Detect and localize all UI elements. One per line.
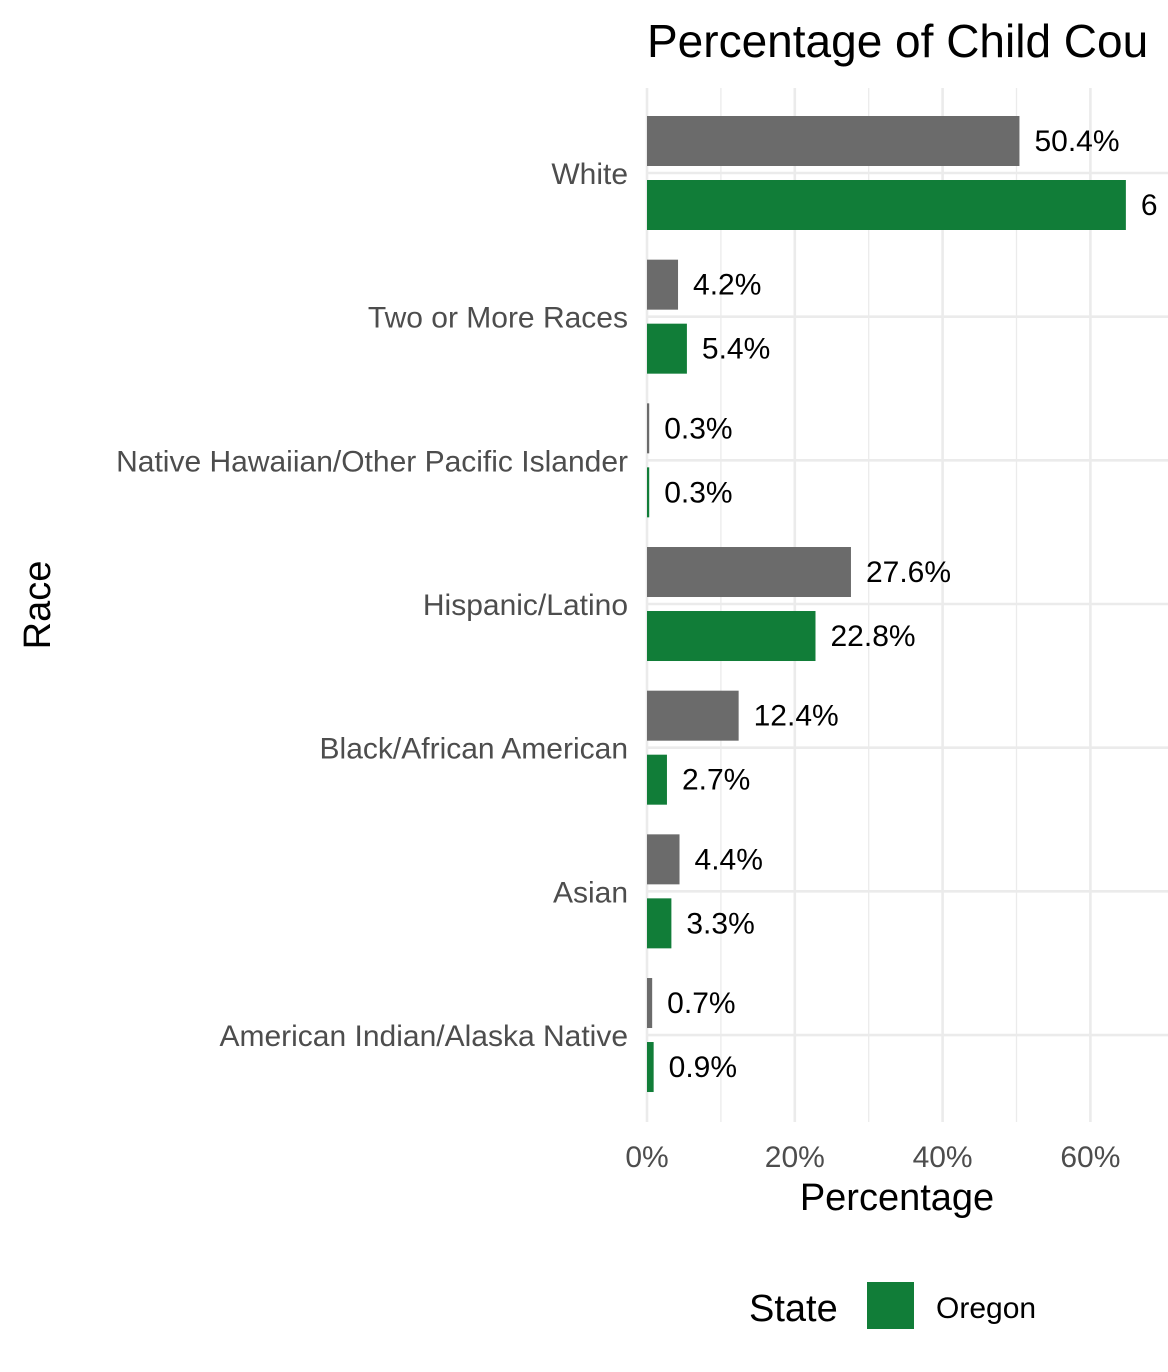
bar-oregon bbox=[647, 611, 816, 662]
legend-label-oregon: Oregon bbox=[936, 1292, 1036, 1325]
bar-series-1 bbox=[647, 116, 1020, 166]
chart-title: Percentage of Child Cou bbox=[647, 15, 1148, 67]
legend-swatch-oregon bbox=[867, 1282, 914, 1329]
bar-series-1 bbox=[647, 834, 680, 885]
bar-oregon bbox=[647, 754, 667, 805]
y-tick-label: White bbox=[551, 158, 628, 191]
bar-series-1 bbox=[647, 403, 650, 454]
y-tick-label: Native Hawaiian/Other Pacific Islander bbox=[116, 445, 628, 478]
y-tick-label: Hispanic/Latino bbox=[423, 589, 628, 622]
data-label: 12.4% bbox=[754, 700, 839, 733]
y-axis-ticks: White Two or More Races Native Hawaiian/Ot… bbox=[116, 158, 628, 1053]
data-label: 2.7% bbox=[682, 764, 750, 797]
y-tick-label: Black/African American bbox=[320, 733, 628, 766]
data-label: 0.9% bbox=[669, 1051, 737, 1084]
x-tick-label: 60% bbox=[1060, 1141, 1120, 1174]
bar-series-1 bbox=[647, 259, 679, 310]
grid bbox=[645, 88, 1168, 1122]
bar-oregon bbox=[647, 323, 687, 374]
y-tick-label: Two or More Races bbox=[368, 302, 628, 335]
data-label: 27.6% bbox=[866, 556, 951, 589]
bar-series-1 bbox=[647, 978, 653, 1029]
bar-series-1 bbox=[647, 547, 851, 598]
data-label: 0.3% bbox=[664, 412, 732, 445]
data-label: 6 bbox=[1141, 189, 1158, 222]
bar-oregon bbox=[647, 898, 672, 949]
x-axis-title: Percentage bbox=[800, 1177, 994, 1219]
data-label: 4.4% bbox=[695, 843, 763, 876]
y-tick-label: Asian bbox=[553, 876, 628, 909]
data-label: 4.2% bbox=[693, 269, 761, 302]
data-label: 22.8% bbox=[830, 620, 915, 653]
bar-oregon bbox=[647, 467, 650, 518]
data-label: 5.4% bbox=[702, 333, 770, 366]
data-label: 0.7% bbox=[667, 987, 735, 1020]
data-label: 3.3% bbox=[686, 907, 754, 940]
x-tick-label: 0% bbox=[625, 1141, 668, 1174]
data-label: 50.4% bbox=[1034, 125, 1119, 158]
x-tick-label: 20% bbox=[765, 1141, 825, 1174]
y-tick-label: American Indian/Alaska Native bbox=[219, 1020, 628, 1053]
bars bbox=[647, 116, 1126, 1093]
x-axis-ticks: 0% 20% 40% 60% bbox=[625, 1141, 1120, 1174]
data-label: 0.3% bbox=[664, 476, 732, 509]
bar-oregon bbox=[647, 180, 1126, 230]
y-axis-title: Race bbox=[17, 561, 59, 650]
legend: State Oregon bbox=[749, 1282, 1036, 1330]
bar-series-1 bbox=[647, 690, 739, 741]
legend-title: State bbox=[749, 1288, 838, 1330]
bar-oregon bbox=[647, 1042, 654, 1093]
x-tick-label: 40% bbox=[913, 1141, 973, 1174]
data-labels: 50.4% 4.2% 0.3% 27.6% 12.4% 4.4% 0.7% 6 5.4% 0.3%… bbox=[664, 125, 1157, 1084]
